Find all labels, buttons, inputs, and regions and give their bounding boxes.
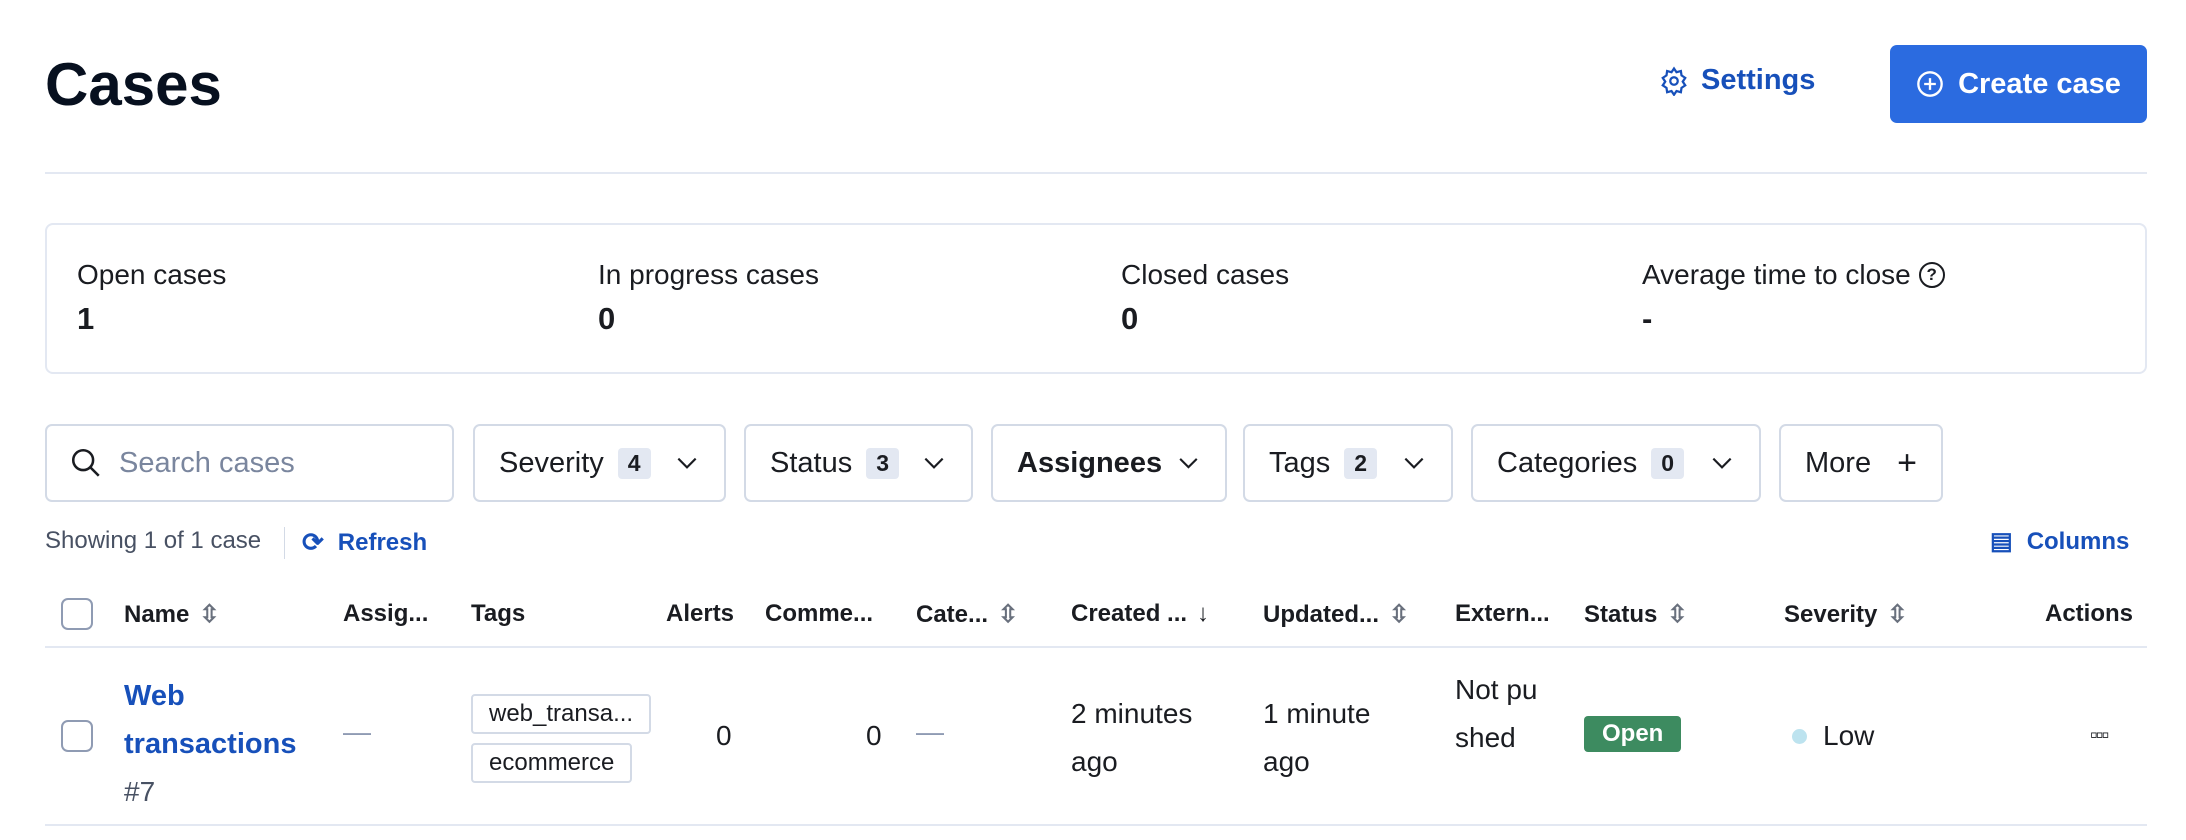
divider xyxy=(45,172,2147,174)
column-status[interactable]: Status ⇳ xyxy=(1584,600,1688,629)
sort-icon: ⇳ xyxy=(1389,601,1410,628)
columns-icon: ▤ xyxy=(1990,528,2013,555)
row-checkbox[interactable] xyxy=(61,720,93,752)
case-name-link[interactable]: Web transactions xyxy=(124,680,297,760)
tag-badge: web_transa... xyxy=(471,694,652,734)
sort-descending-icon: ↓ xyxy=(1197,600,1210,627)
stat-avg-time: Average time to close? - xyxy=(1642,259,1945,337)
chevron-down-icon xyxy=(924,457,944,469)
severity-cell: Low xyxy=(1792,720,1874,752)
status-badge: Open xyxy=(1584,716,1682,752)
sort-icon: ⇳ xyxy=(199,601,220,628)
updated-cell: 1 minute ago xyxy=(1263,698,1371,777)
categories-filter[interactable]: Categories 0 xyxy=(1471,424,1761,502)
tags-filter[interactable]: Tags 2 xyxy=(1243,424,1453,502)
alerts-cell: 0 xyxy=(716,720,732,751)
divider xyxy=(284,527,285,559)
stats-panel: Open cases 1 In progress cases 0 Closed ca… xyxy=(45,223,2147,374)
more-filters-button[interactable]: More + xyxy=(1779,424,1943,502)
stat-closed: Closed cases 0 xyxy=(1121,259,1290,336)
search-input[interactable]: Search cases xyxy=(45,424,454,502)
plus-circle-icon xyxy=(1917,71,1943,97)
chevron-down-icon xyxy=(677,457,697,469)
showing-count: Showing 1 of 1 case xyxy=(45,527,262,554)
severity-filter[interactable]: Severity 4 xyxy=(473,424,726,502)
column-category[interactable]: Cate... ⇳ xyxy=(916,600,1019,629)
refresh-button[interactable]: ⟳ Refresh xyxy=(302,527,428,557)
create-case-label: Create case xyxy=(1958,67,2121,100)
search-icon xyxy=(71,448,100,477)
case-number: #7 xyxy=(124,776,156,807)
sort-icon: ⇳ xyxy=(1887,601,1908,628)
page-title: Cases xyxy=(45,51,222,118)
chevron-down-icon xyxy=(1404,457,1424,469)
chevron-down-icon xyxy=(1179,458,1198,469)
chevron-down-icon xyxy=(1712,457,1732,469)
divider xyxy=(45,646,2147,648)
refresh-icon: ⟳ xyxy=(302,527,324,557)
status-filter[interactable]: Status 3 xyxy=(744,424,973,502)
column-tags: Tags xyxy=(471,600,526,627)
sort-icon: ⇳ xyxy=(1667,601,1688,628)
columns-button[interactable]: ▤ Columns xyxy=(1990,527,2130,556)
category-cell: — xyxy=(916,716,944,747)
gear-icon xyxy=(1661,65,1687,96)
column-external: Extern... xyxy=(1455,600,1550,627)
settings-button[interactable]: Settings xyxy=(1659,64,1815,97)
column-created[interactable]: Created ... ↓ xyxy=(1071,600,1210,627)
table-row: Web transactions #7 xyxy=(124,672,304,816)
assignees-cell: — xyxy=(343,716,371,747)
tag-badge: ecommerce xyxy=(471,743,633,783)
plus-icon: + xyxy=(1897,443,1917,482)
comments-cell: 0 xyxy=(866,720,882,751)
column-comments: Comme... xyxy=(765,600,874,627)
column-actions: Actions xyxy=(2045,600,2134,627)
column-alerts: Alerts xyxy=(666,600,735,627)
created-cell: 2 minutes ago xyxy=(1071,698,1193,777)
divider xyxy=(45,824,2147,826)
settings-label: Settings xyxy=(1701,64,1816,96)
column-name[interactable]: Name ⇳ xyxy=(124,600,220,629)
select-all-checkbox[interactable] xyxy=(61,598,93,630)
column-severity[interactable]: Severity ⇳ xyxy=(1784,600,1908,629)
stat-in-progress: In progress cases 0 xyxy=(598,259,819,336)
actions-menu-icon[interactable]: ▫▫▫ xyxy=(2090,722,2109,747)
column-assignees: Assig... xyxy=(343,600,429,627)
stat-open: Open cases 1 xyxy=(77,259,227,336)
severity-dot-icon xyxy=(1792,728,1807,744)
assignees-filter[interactable]: Assignees xyxy=(991,424,1227,502)
column-updated[interactable]: Updated... ⇳ xyxy=(1263,600,1410,629)
create-case-button[interactable]: Create case xyxy=(1890,45,2147,123)
external-cell: Not pushed xyxy=(1455,674,1538,753)
sort-icon: ⇳ xyxy=(998,601,1019,628)
help-icon[interactable]: ? xyxy=(1918,262,1945,288)
